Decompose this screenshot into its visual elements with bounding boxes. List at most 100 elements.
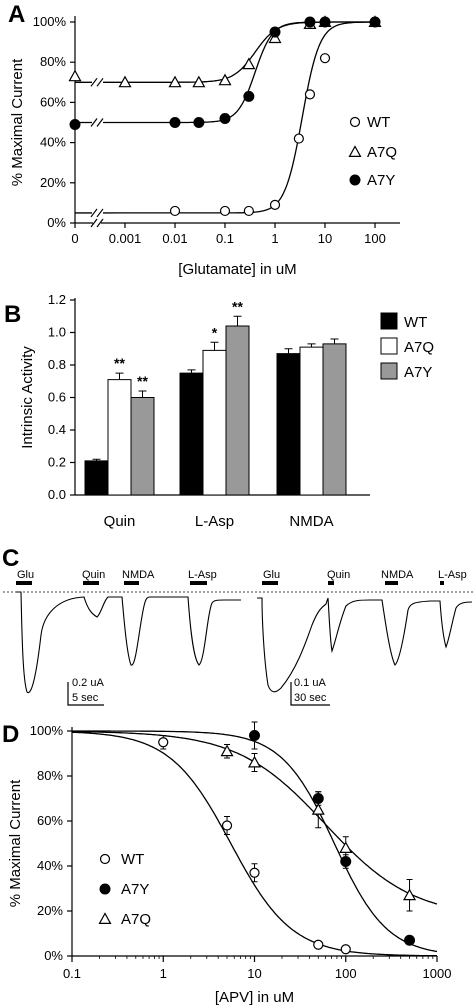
panel-b-bar-wt	[276, 353, 301, 496]
panel-b-y-tick-label: 0.2	[48, 455, 66, 470]
panel-a-point-a7q	[218, 73, 232, 86]
panel-b-bar-a7y	[225, 325, 250, 496]
panel-d-x-tick-label: 0.1	[63, 966, 81, 981]
panel-a-point-a7q	[192, 75, 206, 88]
panel-a-point-a7q	[118, 75, 132, 88]
panel-d-point-a7q	[339, 841, 353, 854]
panel-b-y-tick-label: 1.0	[48, 325, 66, 340]
panel-b-bar-a7q	[107, 379, 132, 496]
panel-a-point-a7y	[243, 90, 255, 102]
panel-d-y-tick-label: 20%	[37, 903, 63, 918]
panel-b-legend-label: WT	[404, 314, 427, 331]
panel-b-y-tick-label: 1.2	[48, 292, 66, 307]
panel-d-fit-wt	[71, 731, 437, 957]
panel-c-right-trace	[257, 597, 473, 693]
panel-c-agonist-bar	[16, 581, 32, 585]
panel-letter-a: A	[8, 1, 25, 28]
panel-a-point-a7y	[69, 119, 81, 131]
panel-b-significance: **	[137, 373, 148, 389]
panel-d-y-tick-label: 60%	[37, 813, 63, 828]
panel-a-axis-break-gap	[93, 219, 101, 227]
panel-b-y-title: Intrinsic Activity	[19, 346, 36, 449]
panel-a-x-title: [Glutamate] in uM	[178, 261, 296, 278]
panel-b-y-tick-label: 0.6	[48, 390, 66, 405]
panel-a-point-a7y	[169, 117, 181, 128]
panel-letter-c: C	[2, 545, 19, 572]
panel-d-y-tick-label: 80%	[37, 768, 63, 783]
panel-a-point-wt	[243, 205, 254, 217]
panel-d-point-wt	[340, 944, 351, 955]
panel-c-agonist-label: L-Asp	[188, 569, 217, 581]
panel-b-legend-label: A7Y	[404, 364, 432, 381]
panel-a-x-tick-label: 10	[318, 231, 332, 246]
panel-b-legend-swatch	[380, 362, 398, 380]
panel-b-category-label: NMDA	[289, 513, 333, 530]
panel-b-bar-a7q	[299, 346, 324, 496]
panel-b-category-label: Quin	[104, 513, 136, 530]
panel-c-agonist-label: L-Asp	[438, 569, 467, 581]
panel-d-point-a7y	[404, 934, 416, 946]
panel-c-left-trace	[16, 591, 241, 694]
panel-b-bar-a7y	[130, 397, 155, 496]
panel-d-x-tick-label: 100	[335, 966, 357, 981]
panel-c-agonist-bar	[440, 581, 444, 585]
panel-a-point-a7q	[168, 75, 182, 88]
panel-c-agonist-bar	[262, 581, 278, 585]
panel-c-agonist-label: Quin	[82, 569, 105, 581]
panel-a-point-wt	[293, 133, 304, 144]
panel-a-x-tick-label: 0.1	[216, 231, 234, 246]
panel-a-x-tick-label: 100	[364, 231, 386, 246]
panel-a-point-wt	[304, 89, 316, 100]
panel-a-point-wt	[219, 205, 231, 217]
panel-d-y-tick-label: 100%	[30, 723, 64, 738]
panel-a-legend-label: A7Q	[367, 144, 397, 161]
panel-a-point-a7y	[319, 16, 331, 28]
panel-b-significance: **	[232, 298, 243, 314]
panel-b-category-label: L-Asp	[195, 513, 234, 530]
panel-a-legend-marker	[349, 116, 361, 128]
panel-d-y-tick-label: 0%	[44, 948, 63, 963]
panel-b-y-tick-label: 0.0	[48, 487, 66, 502]
panel-d-y-title: % Maximal Current	[7, 779, 24, 907]
panel-d-x-tick-label: 1000	[423, 966, 452, 981]
panel-a-y-tick-label: 100%	[33, 14, 67, 29]
panel-a-fit-a7q	[75, 21, 375, 83]
panel-a-legend-label: A7Y	[367, 172, 395, 189]
panel-a-y-tick-label: 20%	[40, 175, 66, 190]
panel-d-y-tick-label: 40%	[37, 858, 63, 873]
panel-d-point-wt	[158, 737, 169, 748]
panel-a-point-a7y	[304, 16, 316, 28]
panel-a-legend-marker	[348, 145, 362, 157]
panel-d-x-tick-label: 1	[160, 966, 167, 981]
panel-c-left-scale-current: 0.2 uA	[72, 677, 104, 689]
panel-a-point-wt	[269, 199, 281, 211]
panel-c-agonist-label: Glu	[263, 569, 280, 581]
panel-a-x-tick-label: 0.01	[162, 231, 187, 246]
panel-b-significance: **	[114, 355, 125, 371]
panel-d-legend-label: WT	[121, 851, 144, 868]
panel-d-point-wt	[221, 820, 233, 831]
panel-c-agonist-label: NMDA	[381, 569, 414, 581]
panel-a-point-wt	[319, 53, 331, 64]
panel-d-point-a7q	[247, 755, 262, 768]
panel-b-legend-swatch	[380, 337, 398, 355]
panel-a-point-wt	[169, 205, 181, 217]
panel-a-x-tick-label: 0	[71, 231, 78, 246]
panel-b-legend-label: A7Q	[404, 339, 434, 356]
panel-a-legend-marker	[349, 174, 361, 186]
panel-a-point-a7y	[219, 112, 231, 124]
panel-b-bar-a7y	[322, 343, 347, 496]
panel-d-point-wt	[313, 939, 324, 950]
panel-d-legend-label: A7Q	[121, 911, 151, 928]
panel-a-point-a7y	[369, 16, 381, 28]
panel-d-legend-marker	[99, 883, 111, 895]
panel-c-left-scale-time: 5 sec	[72, 692, 99, 704]
panel-letter-b: B	[4, 301, 21, 328]
panel-a-curve-break	[90, 118, 104, 127]
panel-a-point-a7q	[242, 57, 256, 70]
panel-b-bar-a7q	[202, 349, 227, 496]
panel-a-y-tick-label: 80%	[40, 54, 66, 69]
panel-b-y-tick-label: 0.8	[48, 357, 66, 372]
panel-a-y-tick-label: 40%	[40, 135, 66, 150]
